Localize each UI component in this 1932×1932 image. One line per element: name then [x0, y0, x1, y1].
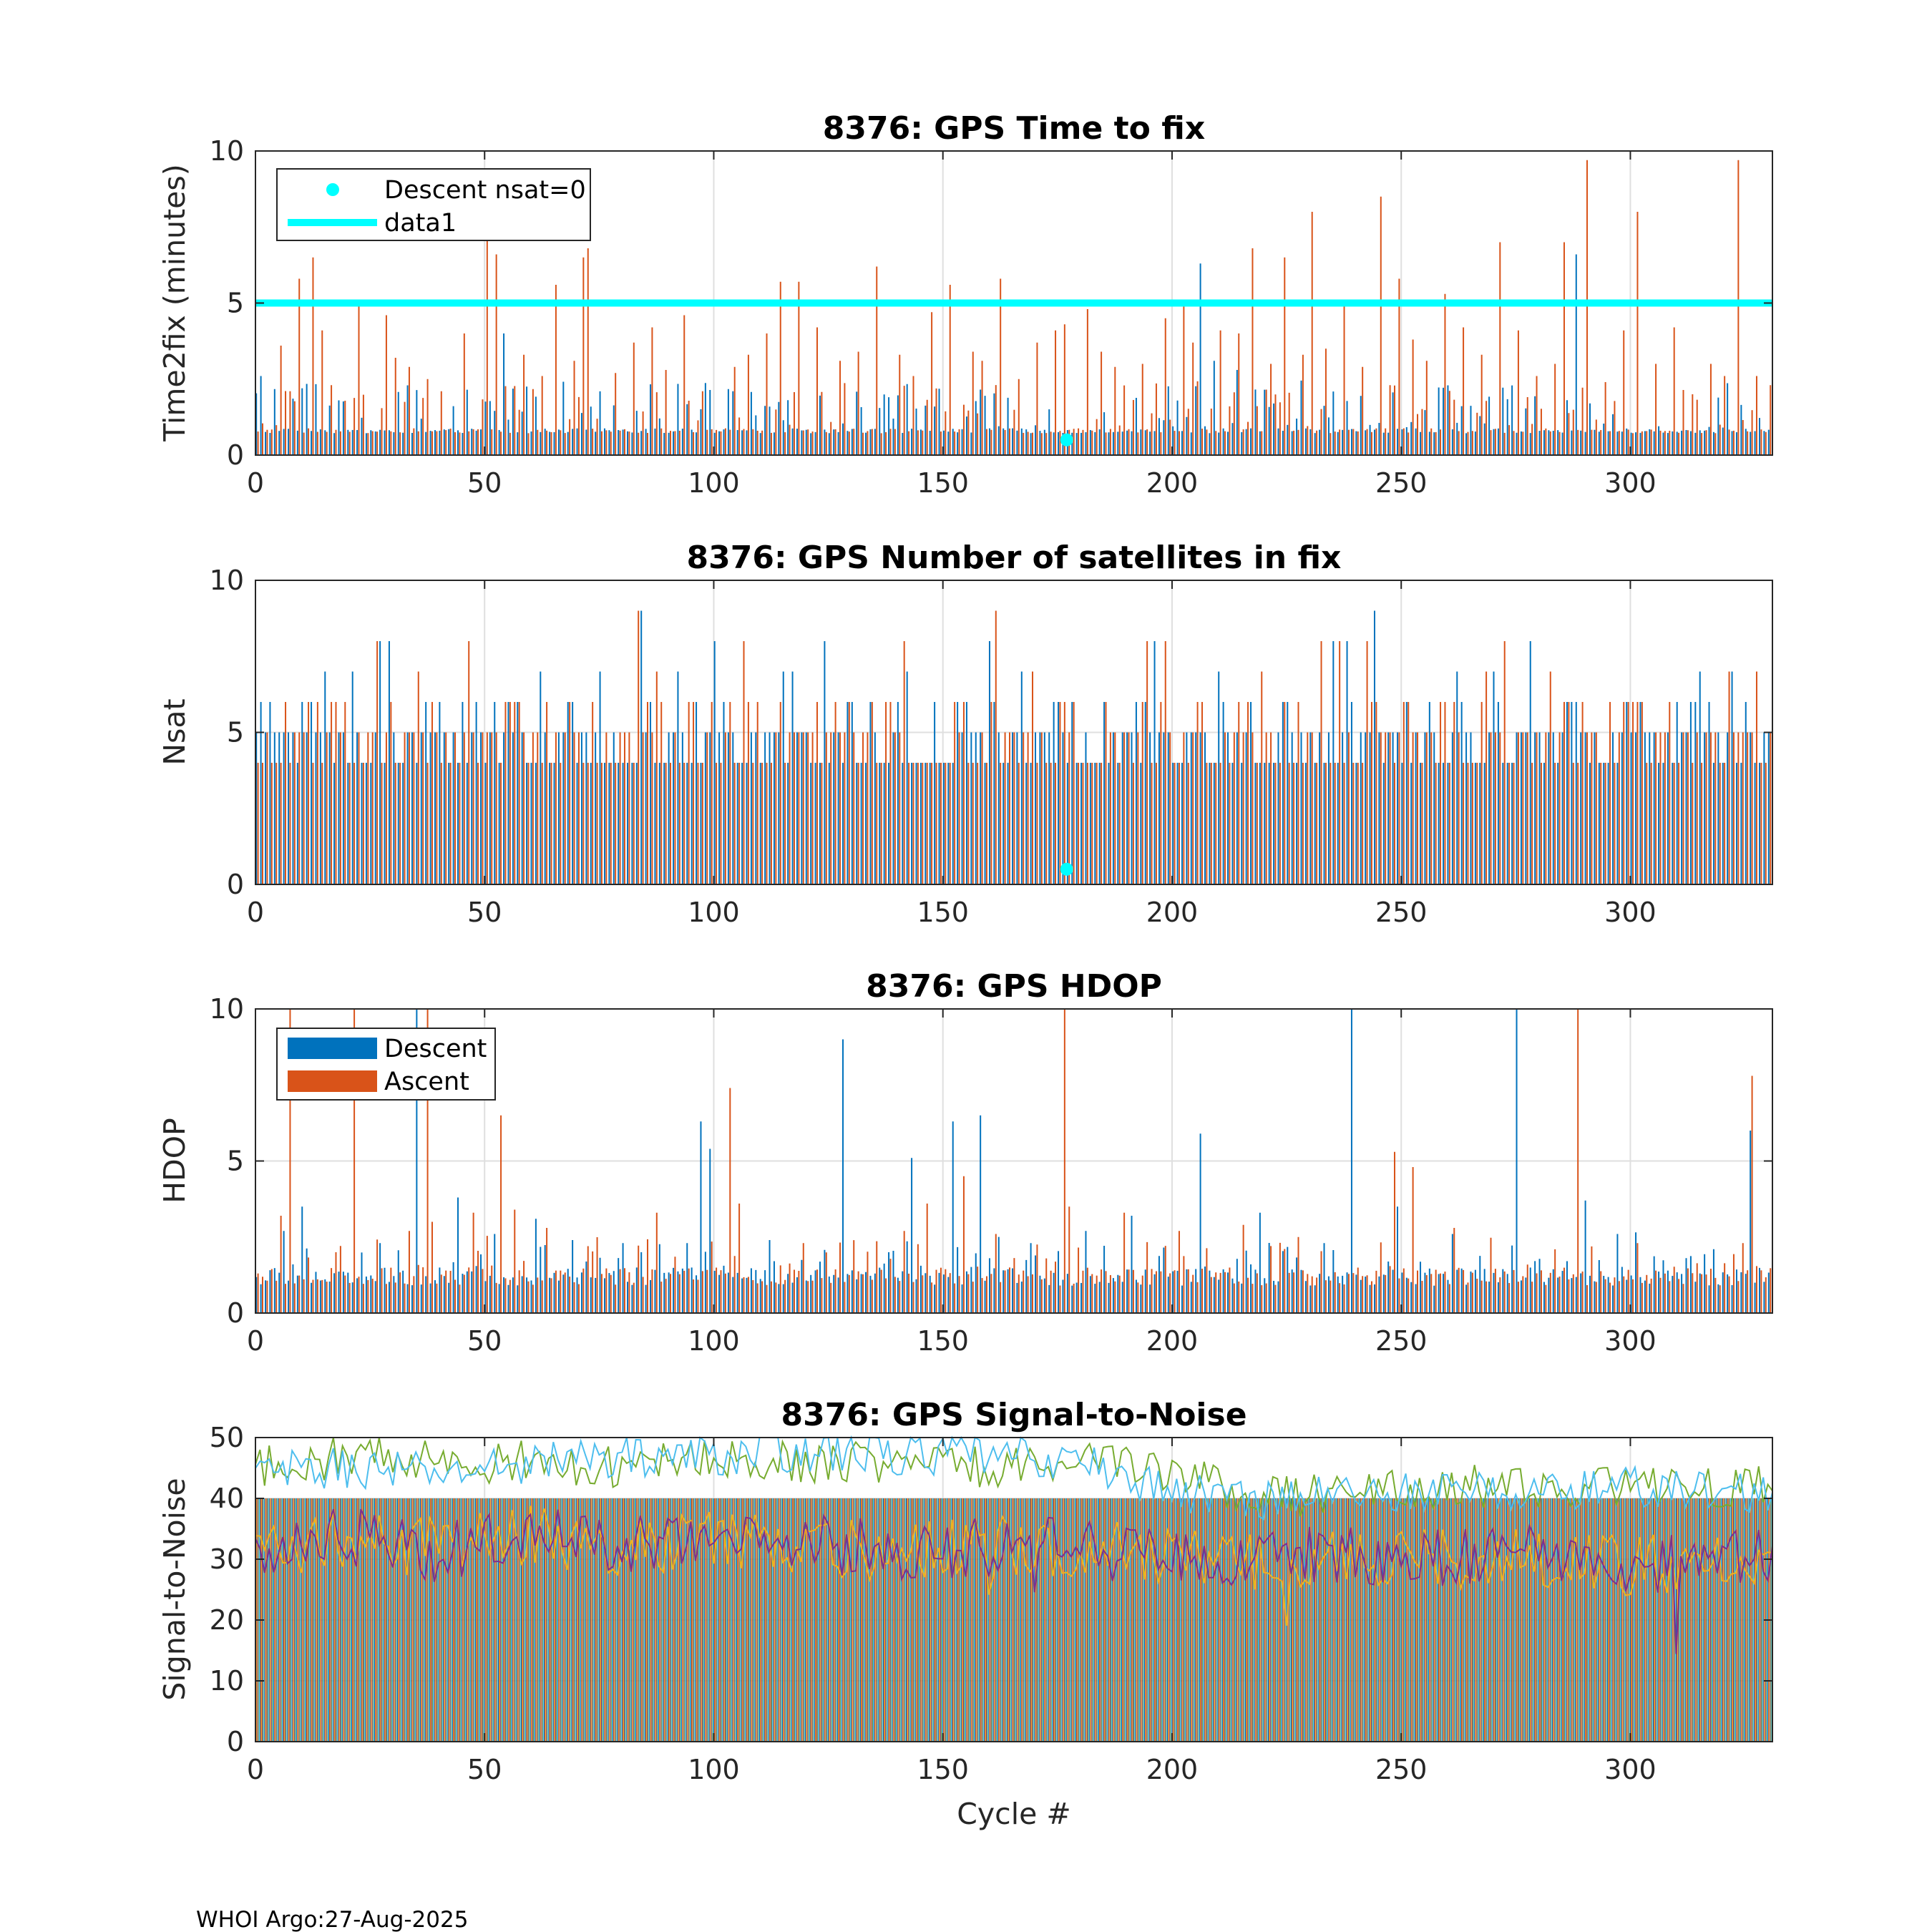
time2fix-bars [255, 160, 1772, 455]
legend-label-descent: Descent [384, 1035, 487, 1063]
snr-ytick-label: 0 [227, 1726, 244, 1757]
snr-xtick-label: 250 [1375, 1754, 1428, 1785]
nsat-ytick-label: 5 [227, 717, 244, 748]
snr-xtick-label: 100 [688, 1754, 740, 1785]
snr-title: 8376: GPS Signal-to-Noise [781, 1397, 1246, 1433]
snr-line-lightblue [255, 1435, 1773, 1521]
hdop-xtick-label: 250 [1375, 1325, 1428, 1357]
nsat-xtick-label: 250 [1375, 897, 1428, 928]
legend-label-ascent: Ascent [384, 1068, 469, 1096]
nsat-xtick-label: 150 [917, 897, 969, 928]
hdop-xtick-label: 300 [1604, 1325, 1657, 1357]
hdop-bars [255, 1009, 1772, 1313]
time2fix-nsat0-marker [1060, 433, 1073, 447]
legend-marker-icon [326, 183, 339, 196]
hdop-xtick-label: 200 [1146, 1325, 1199, 1357]
hdop-xtick-label: 100 [688, 1325, 740, 1357]
panel-snr: 0 50 100 150 200 250 300 0 10 20 30 40 50 8376: GPS … [157, 1397, 1773, 1831]
snr-xtick-label: 150 [917, 1754, 969, 1785]
hdop-grid [255, 1009, 1772, 1313]
snr-xtick-label: 300 [1604, 1754, 1657, 1785]
nsat-xtick-label: 200 [1146, 897, 1199, 928]
nsat-ytick-label: 0 [227, 869, 244, 900]
nsat-xtick-label: 50 [467, 897, 502, 928]
legend-label-data1: data1 [384, 209, 457, 238]
snr-line-green [255, 1437, 1773, 1517]
nsat-xtick-label: 0 [247, 897, 264, 928]
time2fix-xtick-label: 250 [1375, 467, 1428, 499]
time2fix-ytick-label: 10 [210, 135, 244, 167]
time2fix-xtick-label: 150 [917, 467, 969, 499]
legend-label-descent-nsat0: Descent nsat=0 [384, 176, 586, 205]
snr-ytick-label: 10 [210, 1665, 244, 1697]
nsat-ticks: 0 50 100 150 200 250 300 0 5 10 [210, 565, 1772, 928]
hdop-ytick-label: 5 [227, 1146, 244, 1177]
snr-ytick-label: 30 [210, 1543, 244, 1575]
snr-ytick-label: 40 [210, 1483, 244, 1514]
nsat-title: 8376: GPS Number of satellites in fix [687, 540, 1342, 576]
snr-xtick-label: 50 [467, 1754, 502, 1785]
snr-lines [255, 1435, 1773, 1654]
snr-xlabel: Cycle # [957, 1797, 1070, 1831]
snr-line-purple [255, 1508, 1773, 1654]
time2fix-xtick-label: 50 [467, 467, 502, 499]
hdop-ylabel: HDOP [157, 1118, 192, 1203]
hdop-ytick-label: 0 [227, 1297, 244, 1329]
nsat-bars [255, 610, 1772, 884]
hdop-ytick-label: 10 [210, 993, 244, 1025]
hdop-xtick-label: 50 [467, 1325, 502, 1357]
nsat-overlay [1060, 862, 1073, 876]
snr-ticks: 0 50 100 150 200 250 300 0 10 20 30 40 50 [210, 1422, 1772, 1785]
snr-ytick-label: 20 [210, 1604, 244, 1636]
time2fix-xtick-label: 100 [688, 467, 740, 499]
snr-axes-box [255, 1437, 1773, 1742]
nsat-ylabel: Nsat [157, 698, 192, 765]
time2fix-ytick-label: 5 [227, 288, 244, 319]
time2fix-overlay [255, 299, 1772, 447]
panel-hdop: 0 50 100 150 200 250 300 0 5 10 8376: GPS HDOP HD… [157, 968, 1773, 1357]
time2fix-xtick-label: 200 [1146, 467, 1199, 499]
snr-xtick-label: 200 [1146, 1754, 1199, 1785]
time2fix-ticks: 0 50 100 150 200 250 300 0 5 10 [210, 135, 1772, 499]
snr-ylabel: Signal-to-Noise [157, 1478, 192, 1700]
snr-ytick-label: 50 [210, 1422, 244, 1453]
footer-credit: WHOI Argo:27-Aug-2025 [196, 1907, 468, 1932]
hdop-legend: Descent Ascent [276, 1028, 496, 1101]
time2fix-xtick-label: 300 [1604, 467, 1657, 499]
time2fix-legend: Descent nsat=0 data1 [276, 168, 591, 241]
snr-xtick-label: 0 [247, 1754, 264, 1785]
hdop-xtick-label: 0 [247, 1325, 264, 1357]
legend-descent-patch-icon [288, 1038, 377, 1059]
nsat-ytick-label: 10 [210, 565, 244, 596]
time2fix-xtick-label: 0 [247, 467, 264, 499]
hdop-xtick-label: 150 [917, 1325, 969, 1357]
time2fix-ylabel: Time2fix (minutes) [157, 164, 192, 442]
time2fix-legend-box [276, 168, 591, 241]
nsat-xtick-label: 100 [688, 897, 740, 928]
snr-line-yellow [255, 1506, 1773, 1626]
legend-ascent-patch-icon [288, 1070, 377, 1092]
time2fix-title: 8376: GPS Time to fix [823, 110, 1205, 147]
hdop-title: 8376: GPS HDOP [866, 968, 1162, 1005]
hdop-ticks: 0 50 100 150 200 250 300 0 5 10 [210, 993, 1772, 1357]
panel-time2fix: 0 50 100 150 200 250 300 0 5 10 8376: GPS Time to… [157, 110, 1773, 499]
nsat-nsat0-marker [1060, 862, 1073, 876]
panel-nsat: 0 50 100 150 200 250 300 0 5 10 8376: GPS Number … [157, 540, 1773, 928]
time2fix-ytick-label: 0 [227, 439, 244, 471]
nsat-xtick-label: 300 [1604, 897, 1657, 928]
